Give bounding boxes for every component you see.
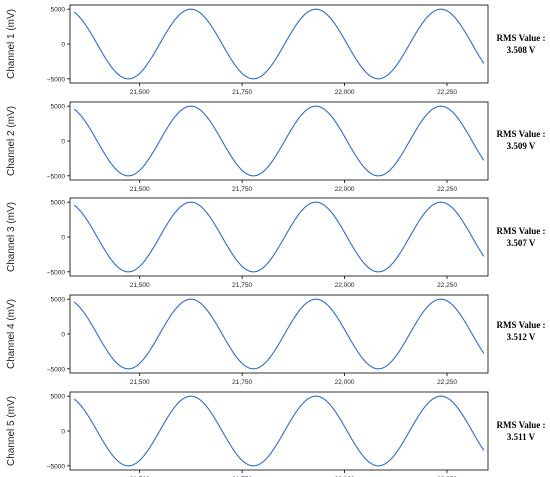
x-tick-label: 22,000	[335, 379, 355, 386]
y-tick-label: −5000	[47, 463, 66, 470]
rms-value-2: 3.509 V	[506, 141, 536, 151]
rms-value-3: 3.507 V	[506, 238, 536, 248]
y-axis-label: Channel 5 (mV)	[6, 396, 17, 466]
chart-panel-3: 5000 0 −5000 21,500 21,750 22,000 22,250 Channe…	[6, 197, 489, 289]
chart-panel-2: 5000 0 −5000 21,500 21,750 22,000 22,250 Channe…	[6, 101, 489, 193]
series-line	[73, 201, 485, 273]
y-tick-label: 0	[61, 235, 65, 242]
plot-frame	[69, 4, 489, 84]
y-tick-label: 5000	[51, 394, 66, 401]
y-axis-label: Channel 4 (mV)	[6, 299, 17, 369]
x-tick-label: 22,000	[335, 89, 355, 96]
rms-label-4: RMS Value :	[496, 320, 546, 330]
rms-label-3: RMS Value :	[496, 226, 546, 236]
y-tick-label: −5000	[47, 76, 66, 83]
rms-readout-1: RMS Value : 3.508 V	[492, 32, 550, 56]
rms-label-5: RMS Value :	[496, 420, 546, 430]
x-tick-label: 22,000	[335, 186, 355, 193]
rms-value-4: 3.512 V	[506, 332, 536, 342]
x-tick-label: 21,750	[232, 89, 252, 96]
chart-panel-4: 5000 0 −5000 21,500 21,750 22,000 22,250 Channe…	[6, 294, 489, 386]
x-tick-label: 21,750	[232, 186, 252, 193]
rms-value-1: 3.508 V	[506, 45, 536, 55]
plot-frame	[69, 197, 489, 277]
rms-label-2: RMS Value :	[496, 129, 546, 139]
x-tick-label: 22,250	[437, 282, 457, 289]
x-tick-label: 21,500	[130, 379, 150, 386]
y-axis-label: Channel 1 (mV)	[6, 9, 17, 79]
y-tick-label: −5000	[47, 269, 66, 276]
plot-frame	[69, 101, 489, 181]
y-tick-label: −5000	[47, 366, 66, 373]
series-line	[73, 298, 485, 370]
series-line	[73, 105, 485, 177]
y-tick-label: 5000	[51, 297, 66, 304]
chart-panel-1: 5000 0 −5000 21,500 21,750 22,000 22,250 Channe…	[6, 4, 489, 96]
x-tick-label: 22,250	[437, 89, 457, 96]
x-tick-label: 21,750	[232, 379, 252, 386]
y-axis-label: Channel 3 (mV)	[6, 202, 17, 272]
y-tick-label: 0	[61, 139, 65, 146]
y-tick-label: 0	[61, 42, 65, 49]
x-tick-label: 21,500	[130, 186, 150, 193]
y-tick-label: 5000	[51, 7, 66, 14]
x-tick-label: 21,500	[130, 89, 150, 96]
x-tick-label: 21,750	[232, 282, 252, 289]
x-tick-label: 22,000	[335, 282, 355, 289]
x-tick-label: 22,250	[437, 379, 457, 386]
rms-value-5: 3.511 V	[506, 432, 536, 442]
chart-panel-5: 50000−500021,50021,75022,00022,250Channe…	[6, 391, 489, 477]
rms-label-1: RMS Value :	[496, 33, 546, 43]
rms-readout-2: RMS Value : 3.509 V	[492, 128, 550, 152]
y-tick-label: 0	[61, 429, 65, 436]
x-tick-label: 21,500	[130, 282, 150, 289]
rms-readout-4: RMS Value : 3.512 V	[492, 319, 550, 343]
y-tick-label: 5000	[51, 200, 66, 207]
rms-readout-5: RMS Value : 3.511 V	[492, 419, 550, 443]
y-tick-label: −5000	[47, 173, 66, 180]
rms-readout-3: RMS Value : 3.507 V	[492, 225, 550, 249]
y-axis-label: Channel 2 (mV)	[6, 106, 17, 176]
series-line	[73, 8, 485, 80]
x-tick-label: 22,250	[437, 186, 457, 193]
plot-frame	[69, 391, 489, 471]
y-tick-label: 5000	[51, 104, 66, 111]
series-line	[73, 395, 485, 467]
plot-frame	[69, 294, 489, 374]
y-tick-label: 0	[61, 332, 65, 339]
